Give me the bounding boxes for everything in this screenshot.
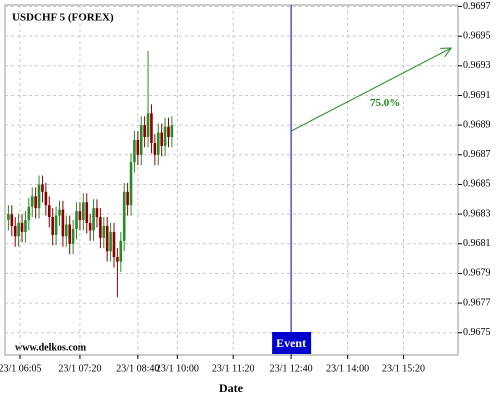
- candle-body: [10, 214, 14, 226]
- x-tick-label: 23/1 06:05: [0, 363, 42, 374]
- candle-body: [47, 205, 51, 218]
- candle-body: [99, 217, 102, 238]
- arrow-label: 75.0%: [370, 97, 400, 109]
- x-tick-label: 23/1 08:40: [116, 363, 159, 374]
- y-tick-label: 0.9679: [463, 268, 491, 279]
- y-tick-label: 0.9687: [463, 149, 491, 160]
- candle-body: [105, 225, 109, 252]
- candle-body: [24, 220, 27, 232]
- candle-body: [71, 228, 75, 244]
- y-tick-label: 0.9675: [463, 327, 491, 338]
- candle-body: [133, 139, 136, 163]
- candle-body: [17, 223, 20, 237]
- candle-body: [153, 142, 157, 155]
- candle-body: [85, 202, 89, 224]
- candle-body: [92, 208, 95, 231]
- candle-body: [109, 231, 112, 252]
- candle-body: [170, 125, 174, 137]
- y-tick-label: 0.9693: [463, 60, 491, 71]
- y-tick-label: 0.9681: [463, 238, 491, 249]
- candle-body: [119, 240, 123, 262]
- plot-frame: [4, 4, 459, 356]
- arrow-line: [290, 47, 452, 132]
- y-tick-label: 0.9691: [463, 90, 491, 101]
- chart-title: USDCHF 5 (FOREX): [12, 12, 114, 24]
- candle-body: [146, 113, 150, 137]
- candle-body: [82, 202, 85, 221]
- y-tick-label: 0.9685: [463, 179, 491, 190]
- x-tick-label: 23/1 15:20: [382, 363, 425, 374]
- y-tick-label: 0.9695: [463, 30, 491, 41]
- candle-body: [136, 139, 140, 155]
- y-tick-label: 0.9689: [463, 119, 491, 130]
- x-tick-label: 23/1 10:00: [156, 363, 199, 374]
- candle-body: [27, 206, 31, 221]
- candle-body: [112, 231, 116, 258]
- candle-body: [65, 224, 68, 237]
- x-axis-label: Date: [219, 381, 244, 395]
- candle-body: [167, 126, 170, 137]
- candle-body: [75, 211, 78, 229]
- x-tick-label: 23/1 07:20: [58, 363, 101, 374]
- candle-body: [78, 211, 82, 221]
- candle-body: [129, 162, 133, 206]
- candle-body: [122, 191, 126, 241]
- x-tick-label: 23/1 14:00: [326, 363, 369, 374]
- event-box: [272, 332, 312, 354]
- x-tick-label: 23/1 12:40: [270, 363, 313, 374]
- candle-body: [20, 223, 24, 232]
- candle-body: [7, 214, 10, 221]
- arrow-head: [440, 47, 453, 58]
- candle-body: [68, 224, 72, 244]
- candle-body: [88, 223, 92, 231]
- candle-body: [37, 184, 41, 209]
- candle-body: [150, 113, 153, 143]
- candle-body: [54, 215, 58, 235]
- candle-body: [51, 217, 54, 235]
- candle-body: [13, 225, 17, 237]
- y-tick-label: 0.9683: [463, 208, 491, 219]
- candle-body: [41, 184, 44, 192]
- candle-body: [160, 132, 163, 146]
- candle-body: [30, 196, 34, 207]
- candle-body: [156, 132, 160, 155]
- candle-body: [95, 208, 99, 218]
- y-tick-label: 0.9697: [463, 1, 491, 12]
- candle-body: [102, 225, 106, 238]
- candle-body: [44, 191, 48, 206]
- candle-body: [61, 209, 65, 237]
- y-tick-label: 0.9677: [463, 297, 491, 308]
- candle-body: [34, 196, 37, 209]
- candle-body: [163, 126, 167, 146]
- watermark: www.delkos.com: [15, 342, 87, 353]
- candle-body: [126, 191, 129, 206]
- x-tick-label: 23/1 11:20: [212, 363, 255, 374]
- candle-body: [58, 209, 61, 216]
- candle-body: [116, 257, 119, 262]
- event-label: Event: [276, 336, 306, 350]
- candle-body: [139, 125, 143, 155]
- candle-body: [143, 125, 146, 137]
